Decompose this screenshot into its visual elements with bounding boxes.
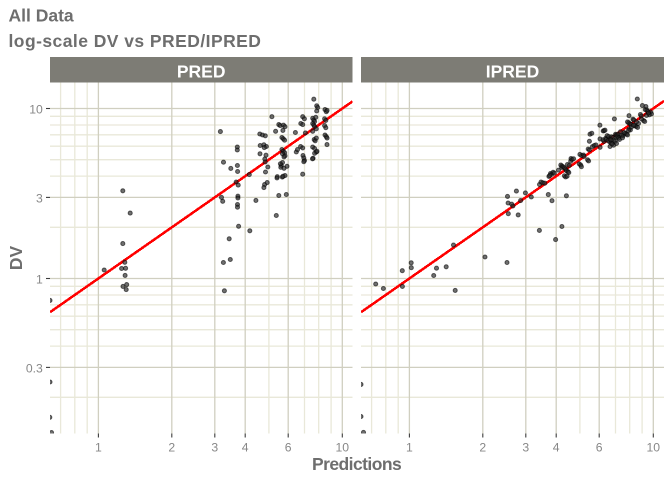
svg-text:3: 3 [211, 441, 218, 455]
svg-text:log-scale DV vs PRED/IPRED: log-scale DV vs PRED/IPRED [9, 31, 262, 51]
svg-text:1: 1 [36, 273, 43, 287]
svg-text:6: 6 [596, 441, 603, 455]
svg-text:6: 6 [285, 441, 292, 455]
svg-text:10: 10 [336, 441, 350, 455]
svg-text:3: 3 [522, 441, 529, 455]
svg-text:4: 4 [242, 441, 249, 455]
svg-text:4: 4 [553, 441, 560, 455]
svg-text:PRED: PRED [177, 62, 226, 82]
svg-text:All Data: All Data [9, 6, 74, 26]
svg-text:2: 2 [479, 441, 486, 455]
svg-text:3: 3 [36, 191, 43, 205]
svg-text:IPRED: IPRED [486, 62, 539, 82]
svg-text:2: 2 [168, 441, 175, 455]
svg-text:1: 1 [406, 441, 413, 455]
svg-text:0.3: 0.3 [26, 361, 43, 375]
svg-text:1: 1 [95, 441, 102, 455]
svg-text:Predictions: Predictions [312, 454, 402, 474]
svg-text:10: 10 [647, 441, 661, 455]
svg-text:10: 10 [29, 103, 43, 117]
svg-text:DV: DV [6, 246, 26, 271]
